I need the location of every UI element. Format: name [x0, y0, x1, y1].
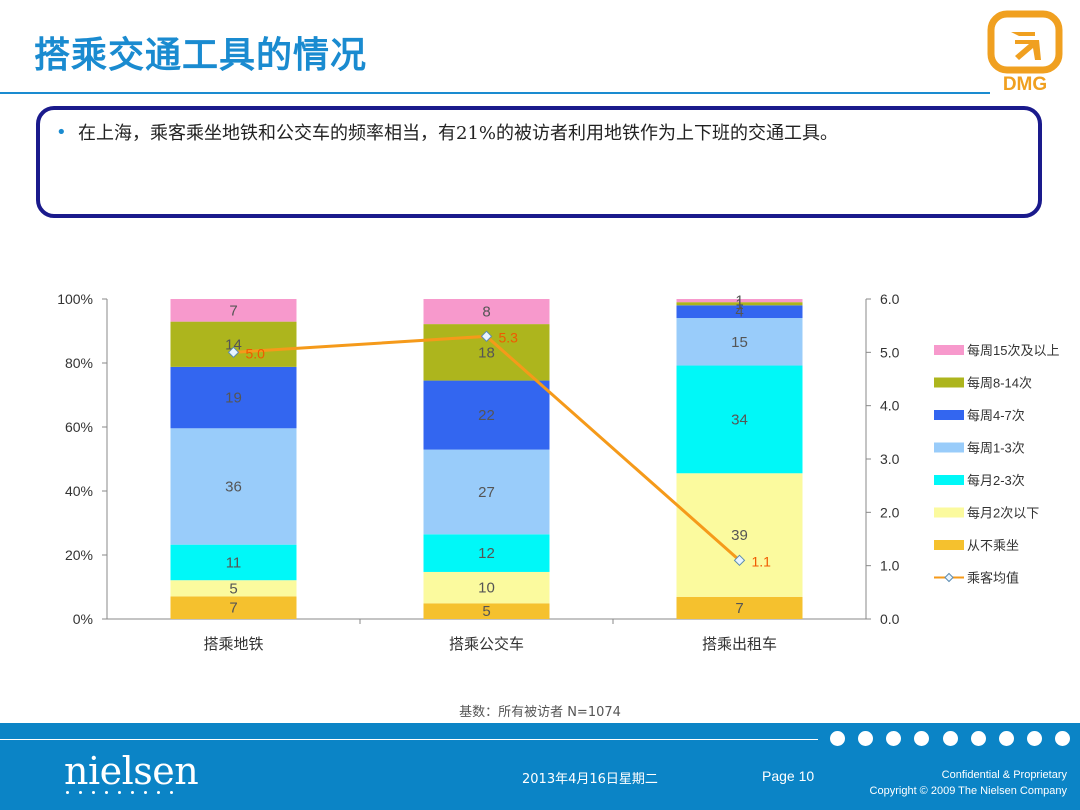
- y-tick-label: 80%: [65, 355, 93, 371]
- mean-point: [733, 554, 746, 567]
- legend-label: 每周15次及以上: [967, 343, 1059, 358]
- legend-label: 每周1-3次: [967, 441, 1025, 456]
- footer-confidential: Confidential & Proprietary Copyright © 2…: [870, 767, 1067, 799]
- bar-segment: [423, 299, 550, 325]
- title-divider: [0, 92, 990, 94]
- legend-label: 每月2-3次: [967, 473, 1025, 488]
- bar-segment: [676, 473, 803, 597]
- y2-tick-label: 3.0: [880, 451, 900, 467]
- y2-tick-label: 0.0: [880, 611, 900, 627]
- legend-label: 每月2次以下: [967, 506, 1039, 521]
- legend-swatch: [934, 410, 964, 420]
- mean-point: [227, 346, 240, 359]
- data-label: 11: [226, 554, 242, 571]
- page-title: 搭乘交通工具的情况: [34, 35, 368, 76]
- data-label: 19: [225, 390, 242, 407]
- x-tick-label: 搭乘地铁: [203, 636, 263, 653]
- legend-swatch: [934, 475, 964, 485]
- legend-label: 每周4-7次: [967, 408, 1025, 423]
- footer-dots: [830, 731, 1070, 749]
- confidential-text: Confidential & Proprietary: [941, 769, 1067, 781]
- legend-label: 每周8-14次: [967, 376, 1032, 391]
- bar-segment: [676, 365, 803, 474]
- bar-segment: [170, 580, 297, 597]
- page-number: Page 10: [762, 768, 815, 784]
- note-text: 在上海，乘客乘坐地铁和公交车的频率相当，有21%的被访者利用地铁作为上下班的交通…: [78, 123, 839, 144]
- y2-tick-label: 4.0: [880, 398, 900, 414]
- mean-label: 5.0: [246, 345, 266, 361]
- mean-label: 5.3: [499, 329, 519, 345]
- data-label: 39: [731, 527, 748, 544]
- data-label: 10: [478, 580, 495, 597]
- arrow-square-icon: [1011, 32, 1035, 36]
- footer-date: 2013年4月16日星期二: [522, 772, 658, 787]
- data-label: 7: [735, 600, 743, 617]
- bar-segment: [423, 534, 550, 572]
- bar-segment: [170, 299, 297, 322]
- x-tick-label: 搭乘出租车: [702, 636, 777, 653]
- legend-swatch: [934, 540, 964, 550]
- x-tick-label: 搭乘公交车: [449, 635, 524, 653]
- bar-segment: [170, 321, 297, 367]
- nielsen-logo: nielsen: [64, 749, 199, 793]
- bullet-icon: •: [56, 122, 67, 143]
- bar-segment: [423, 449, 550, 535]
- y2-tick-label: 6.0: [880, 291, 900, 307]
- y-tick-label: 20%: [65, 547, 93, 563]
- y-tick-label: 60%: [65, 419, 93, 435]
- bar-segment: [676, 305, 803, 319]
- data-label: 5: [229, 580, 237, 597]
- stacked-bar-chart: 0% 20% 40% 60% 80% 100% 0.0 1.0 2.0 3.0 4.0 5.0 6.0 搭…: [57, 291, 1059, 653]
- data-label: 18: [478, 344, 495, 361]
- data-label: 7: [229, 600, 237, 617]
- bar-segment: [170, 428, 297, 545]
- copyright-text: Copyright © 2009 The Nielsen Company: [869, 785, 1067, 797]
- nielsen-logo-dots: [66, 791, 173, 794]
- data-label: 5: [482, 603, 490, 620]
- bar-segment: [676, 596, 803, 619]
- legend-line-marker: [944, 572, 954, 583]
- legend-label: 乘客均值: [967, 571, 1019, 586]
- data-label: 8: [482, 304, 490, 321]
- data-label: 36: [225, 478, 242, 495]
- y2-tick-label: 1.0: [880, 558, 900, 574]
- data-label: 34: [731, 411, 748, 428]
- bar-segment: [170, 366, 297, 429]
- y2-tick-label: 2.0: [880, 504, 900, 520]
- legend-swatch: [934, 507, 964, 518]
- legend-label: 从不乘坐: [967, 538, 1019, 553]
- y-tick-label: 100%: [57, 291, 93, 307]
- bar-segment: [676, 299, 803, 303]
- bar-segment: [423, 380, 550, 450]
- data-label: 27: [478, 484, 495, 501]
- bar-segment: [423, 603, 550, 619]
- data-label: 14: [225, 336, 242, 353]
- legend-swatch: [934, 377, 964, 388]
- note-box: • 在上海，乘客乘坐地铁和公交车的频率相当，有21%的被访者利用地铁作为上下班的…: [36, 106, 1042, 218]
- logo-text: DMG: [1003, 74, 1047, 95]
- dmg-logo: DMG: [987, 10, 1063, 95]
- data-label: 22: [478, 407, 495, 424]
- bar-segment: [170, 596, 297, 619]
- bar-segment: [170, 544, 297, 581]
- data-label: 1: [735, 293, 743, 310]
- y2-tick-label: 5.0: [880, 344, 900, 360]
- base-note: 基数：所有被访者 N=1074: [459, 705, 621, 720]
- legend-swatch: [934, 345, 964, 355]
- y-tick-label: 40%: [65, 483, 93, 499]
- mean-label: 1.1: [752, 553, 772, 569]
- data-label: 15: [731, 334, 748, 351]
- data-label: 4: [735, 304, 743, 321]
- bar-segment: [676, 302, 803, 306]
- footer: nielsen 2013年4月16日星期二 Page 10 Confidenti…: [0, 723, 1080, 810]
- data-label: 12: [478, 545, 495, 562]
- y-tick-label: 0%: [73, 611, 93, 627]
- footer-divider: [0, 739, 818, 740]
- data-label: 7: [229, 302, 237, 319]
- bar-segment: [423, 571, 550, 604]
- data-label: 1: [735, 296, 743, 313]
- legend-swatch: [934, 442, 964, 453]
- mean-point: [480, 330, 493, 343]
- bar-segment: [676, 318, 803, 366]
